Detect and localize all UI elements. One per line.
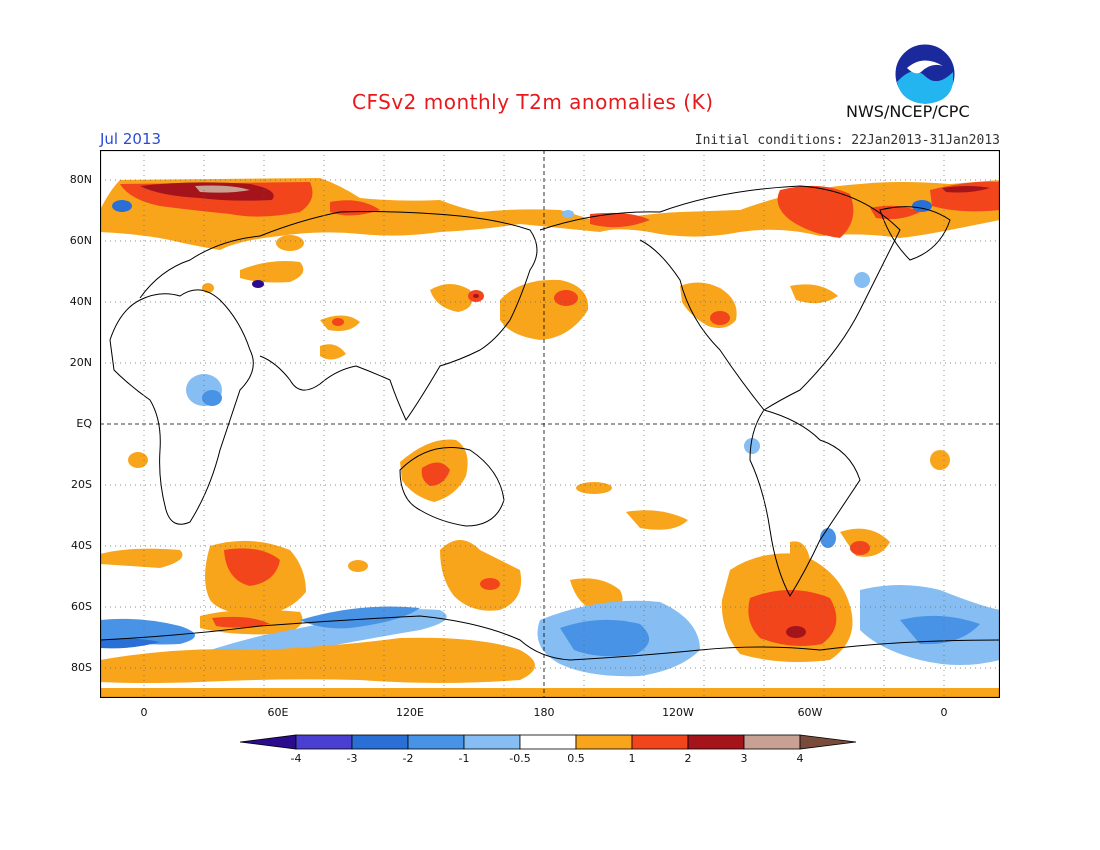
lat-label: 40N (69, 295, 92, 308)
lat-label: 60N (69, 234, 92, 247)
map-frame (100, 150, 1000, 698)
lat-label: 20N (69, 356, 92, 369)
colorbar-tick-label: 1 (628, 752, 636, 765)
lon-label: 60E (267, 706, 289, 719)
lon-label: 120W (662, 706, 694, 719)
lon-label: 180 (533, 706, 555, 719)
lon-label: 0 (940, 706, 948, 719)
colorbar-tick-label: 0.5 (567, 752, 585, 765)
colorbar-tick-label: 4 (796, 752, 804, 765)
colorbar-tick-label: -4 (290, 752, 302, 765)
australia-anomalies (348, 439, 688, 611)
colorbar-tick-label: -3 (346, 752, 358, 765)
lat-label: 80N (69, 173, 92, 186)
colorbar (240, 734, 857, 750)
chart-title: CFSv2 monthly T2m anomalies (K) (352, 90, 714, 114)
colorbar-segment (519, 734, 577, 750)
colorbar-min-arrow (240, 734, 297, 750)
colorbar-tick-label: -2 (402, 752, 414, 765)
colorbar-segment (463, 734, 521, 750)
coastlines (100, 185, 1000, 661)
colorbar-tick-label: 3 (740, 752, 748, 765)
colorbar-segment (687, 734, 745, 750)
org-label: NWS/NCEP/CPC (846, 102, 970, 121)
colorbar-max-arrow (799, 734, 857, 750)
northern-hemisphere-anomalies (128, 235, 950, 470)
lat-label: 80S (71, 661, 92, 674)
colorbar-segment (295, 734, 353, 750)
gridlines (100, 150, 1000, 698)
lat-label: 60S (71, 600, 92, 613)
month-label: Jul 2013 (100, 130, 162, 148)
lat-label: 40S (71, 539, 92, 552)
colorbar-segment (743, 734, 801, 750)
colorbar-tick-label: -1 (458, 752, 470, 765)
lat-label: EQ (76, 417, 92, 430)
lon-label: 0 (140, 706, 148, 719)
colorbar-segment (631, 734, 689, 750)
anomaly-map (100, 150, 1000, 698)
noaa-logo (893, 42, 957, 110)
colorbar-segment (575, 734, 633, 750)
initial-conditions-label: Initial conditions: 22Jan2013-31Jan2013 (694, 133, 1000, 148)
lat-label: 20S (71, 478, 92, 491)
colorbar-tick-label: 2 (684, 752, 692, 765)
southern-ocean-anomalies (100, 528, 1000, 698)
lon-label: 60W (797, 706, 823, 719)
colorbar-segment (407, 734, 465, 750)
colorbar-segment (351, 734, 409, 750)
lon-label: 120E (396, 706, 424, 719)
colorbar-tick-label: -0.5 (509, 752, 531, 765)
